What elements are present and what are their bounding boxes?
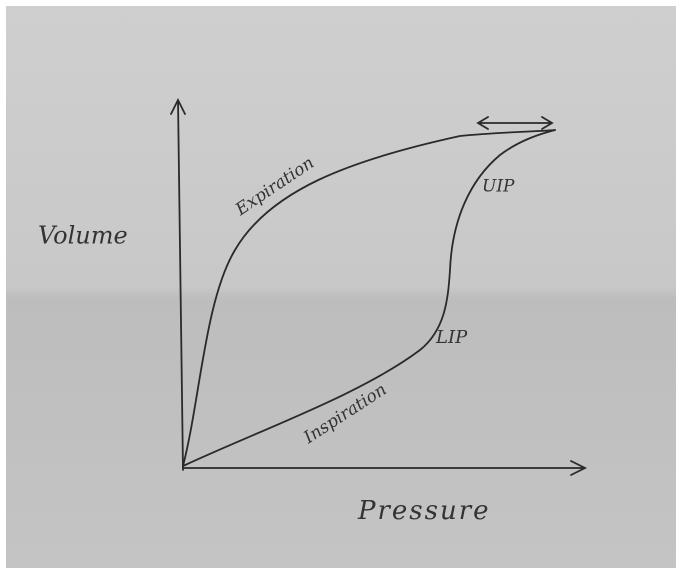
uip-label: UIP [482, 177, 515, 197]
page: Volume Pressure Expiration Inspiration U… [0, 0, 688, 577]
y-axis-label: Volume [38, 222, 128, 250]
paper [6, 6, 676, 568]
diagram: Volume Pressure Expiration Inspiration U… [0, 0, 688, 577]
x-axis-label: Pressure [357, 496, 491, 526]
lip-label: LIP [435, 327, 468, 348]
